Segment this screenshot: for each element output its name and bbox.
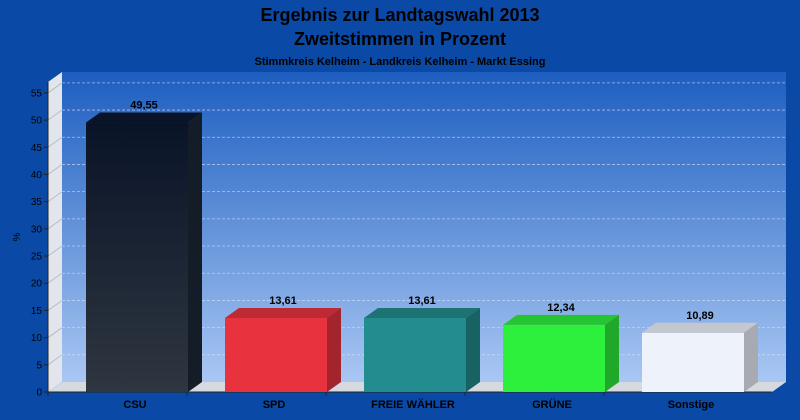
y-tick-label: 55 bbox=[31, 88, 43, 99]
x-category-label: CSU bbox=[123, 399, 146, 411]
plot-left-wall bbox=[48, 72, 62, 392]
x-category-label: GRÜNE bbox=[532, 398, 572, 411]
grid-line-wall bbox=[47, 327, 63, 338]
y-tick-label: 5 bbox=[36, 360, 42, 371]
bar-side bbox=[466, 307, 480, 392]
bar-top bbox=[86, 112, 202, 123]
bar-value-label: 12,34 bbox=[547, 302, 575, 314]
bar-side bbox=[188, 112, 202, 392]
y-tick-label: 50 bbox=[31, 116, 43, 127]
grid-line-wall bbox=[47, 164, 63, 175]
chart-title: Ergebnis zur Landtagswahl 2013 bbox=[260, 5, 539, 25]
grid-line-wall bbox=[47, 245, 63, 257]
bar-front bbox=[225, 317, 327, 392]
bar-value-label: 13,61 bbox=[408, 295, 436, 307]
y-tick-label: 30 bbox=[31, 224, 43, 235]
bar-top bbox=[642, 322, 758, 333]
y-tick-label: 40 bbox=[31, 170, 43, 181]
bar-gr-ne: 12,34 bbox=[503, 302, 619, 392]
grid-line-wall bbox=[47, 191, 63, 202]
x-category-label: SPD bbox=[263, 399, 286, 411]
y-tick-label: 35 bbox=[31, 197, 43, 208]
bar-front bbox=[503, 324, 605, 392]
y-tick-label: 15 bbox=[31, 306, 43, 317]
grid-line-wall bbox=[47, 354, 63, 366]
chart-subtitle: Stimmkreis Kelheim - Landkreis Kelheim -… bbox=[255, 56, 546, 68]
grid-line-wall bbox=[47, 82, 63, 94]
bar-top bbox=[364, 307, 480, 318]
grid-line-wall bbox=[47, 136, 63, 148]
x-category-label: Sonstige bbox=[668, 399, 714, 411]
bar-value-label: 13,61 bbox=[269, 295, 297, 307]
category-labels: CSU SPD FREIE WÄHLER GRÜNE Sonstige bbox=[47, 392, 714, 411]
bars: 49,55 13,61 13,61 12,34 10,89 bbox=[86, 100, 758, 392]
bar-csu: 49,55 bbox=[86, 100, 202, 392]
bar-top bbox=[503, 314, 619, 325]
bar-side bbox=[744, 322, 758, 392]
bar-sonstige: 10,89 bbox=[642, 310, 758, 392]
y-tick-label: 25 bbox=[31, 252, 43, 263]
bar-front bbox=[86, 122, 188, 392]
chart-title-line2: Zweitstimmen in Prozent bbox=[294, 29, 506, 49]
grid-line-wall bbox=[47, 300, 63, 311]
x-category-label: FREIE WÄHLER bbox=[371, 398, 455, 411]
bar-value-label: 10,89 bbox=[686, 310, 714, 322]
grid-line-wall bbox=[47, 109, 63, 121]
grid-line-wall bbox=[47, 218, 63, 230]
bar-front bbox=[364, 317, 466, 392]
y-axis-ticks: 0 5 10 15 20 25 30 35 40 45 50 55 bbox=[31, 88, 48, 399]
bar-front bbox=[642, 332, 744, 392]
y-axis-label: % bbox=[12, 232, 23, 241]
bar-side bbox=[605, 314, 619, 392]
bar-value-label: 49,55 bbox=[130, 100, 158, 112]
bar-spd: 13,61 bbox=[225, 295, 341, 392]
y-tick-label: 10 bbox=[31, 333, 43, 344]
grid-line-wall bbox=[47, 272, 63, 284]
y-tick-label: 20 bbox=[31, 279, 43, 290]
bar-side bbox=[327, 307, 341, 392]
bar-freie-w-hler: 13,61 bbox=[364, 295, 480, 392]
y-tick-label: 45 bbox=[31, 143, 43, 154]
bar-top bbox=[225, 307, 341, 318]
y-tick-label: 0 bbox=[36, 388, 42, 399]
